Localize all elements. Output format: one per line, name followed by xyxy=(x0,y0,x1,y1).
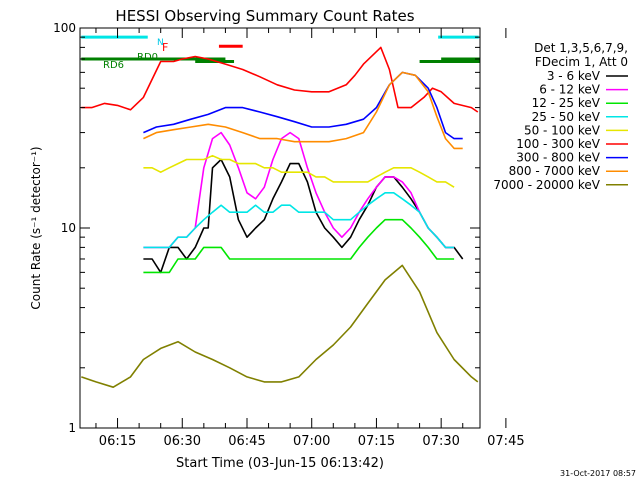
legend-label: 25 - 50 keV xyxy=(532,110,601,124)
series-line-9 xyxy=(81,264,479,389)
series-line-7 xyxy=(143,71,463,140)
y-tick-label: 10 xyxy=(61,221,76,235)
x-axis-label: Start Time (03-Jun-15 06:13:42) xyxy=(176,456,384,471)
series-line-4 xyxy=(143,192,455,249)
legend-label: 300 - 800 keV xyxy=(516,151,600,165)
legend-label: 3 - 6 keV xyxy=(547,69,601,83)
legend-label: 7000 - 20000 keV xyxy=(493,178,600,192)
footer-date: 31-Oct-2017 08:57 xyxy=(560,469,636,478)
series-line-8 xyxy=(143,71,463,150)
legend: Det 1,3,5,6,7,9, FDecim 1, Att 0 3 - 6 k… xyxy=(493,41,628,192)
series-line-6 xyxy=(81,46,479,113)
y-axis-ticks: 1 10 100 xyxy=(53,21,480,435)
legend-label: 50 - 100 keV xyxy=(524,123,601,137)
x-axis-ticks: 06:15 06:30 06:45 07:00 07:15 07:30 07:45 xyxy=(95,28,525,449)
chart-title: HESSI Observing Summary Count Rates xyxy=(115,7,414,25)
flag-label-rd0: RD0 xyxy=(137,52,158,63)
y-tick-label: 1 xyxy=(68,421,76,435)
series-line-3 xyxy=(143,218,455,274)
flag-label-n: N xyxy=(157,38,164,48)
x-tick-label: 07:30 xyxy=(422,434,459,449)
x-tick-label: 06:30 xyxy=(164,434,201,449)
flag-label-f: F xyxy=(162,41,168,54)
legend-label: 800 - 7000 keV xyxy=(509,164,601,178)
y-tick-label: 100 xyxy=(53,21,76,35)
x-tick-label: 07:15 xyxy=(358,434,395,449)
series-line-5 xyxy=(143,154,455,188)
legend-label: 6 - 12 keV xyxy=(539,83,601,97)
flag-label-rd6: RD6 xyxy=(103,60,124,71)
legend-header-line-1: Det 1,3,5,6,7,9, xyxy=(534,41,628,55)
x-tick-label: 06:15 xyxy=(99,434,136,449)
series-lines xyxy=(81,46,479,389)
x-tick-label: 07:00 xyxy=(293,434,330,449)
x-tick-label: 07:45 xyxy=(487,434,524,449)
series-line-1 xyxy=(143,158,464,274)
legend-label: 100 - 300 keV xyxy=(516,137,600,151)
legend-label: 12 - 25 keV xyxy=(532,96,601,110)
legend-header-line-2: FDecim 1, Att 0 xyxy=(535,55,628,69)
y-axis-label: Count Rate (s⁻¹ detector⁻¹) xyxy=(29,146,43,309)
x-tick-label: 06:45 xyxy=(228,434,265,449)
